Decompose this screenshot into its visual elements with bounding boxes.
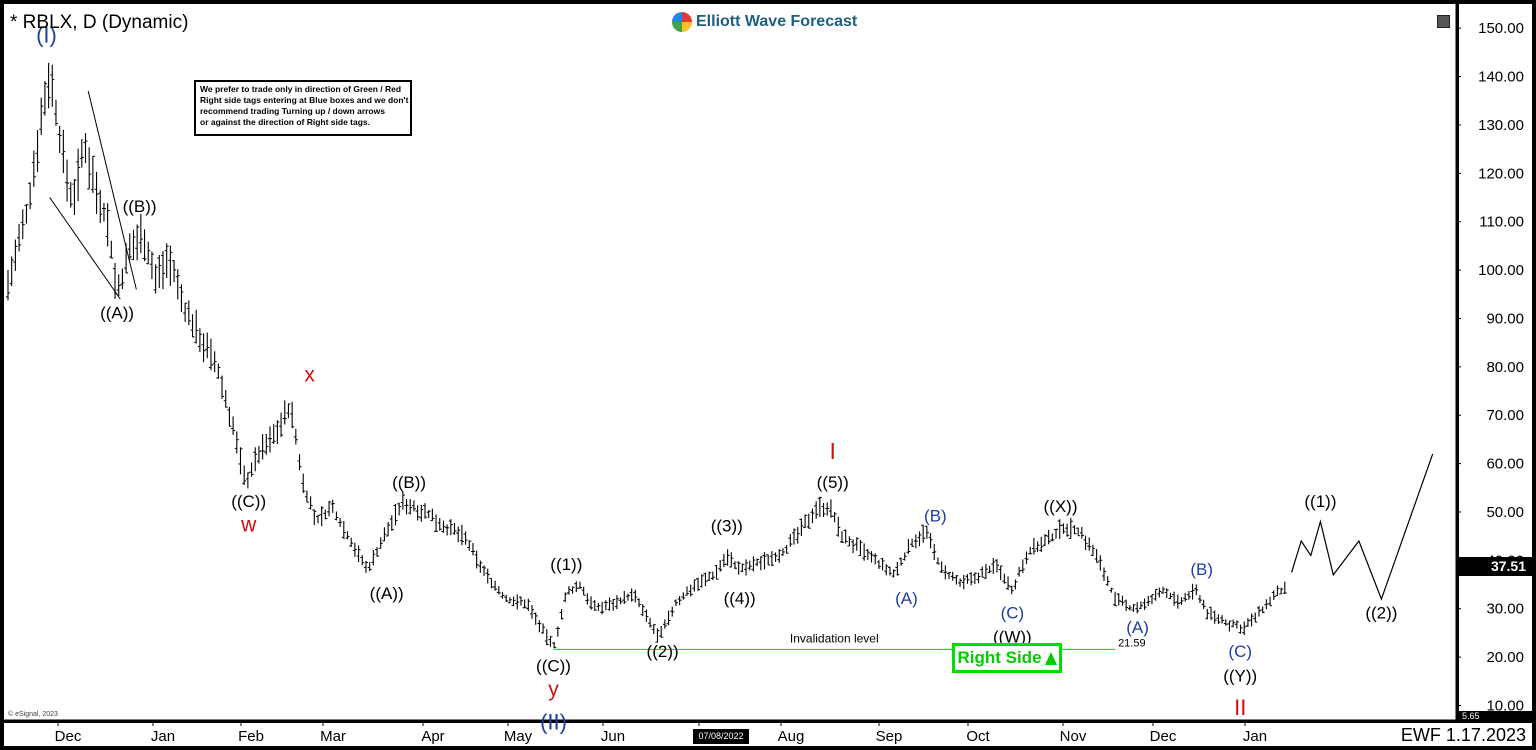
wave-label: (B) [1190,560,1213,579]
x-tick-label: Feb [238,728,264,745]
wave-label: ((1)) [550,555,582,574]
wave-label: (A) [895,589,918,608]
projection-path [1291,453,1434,601]
y-tick-label: 130.00 [1478,117,1524,134]
arrow-up-icon [1044,651,1057,665]
y-tick-label: 20.00 [1486,649,1524,666]
y-tick-label: 120.00 [1478,165,1524,182]
x-tick-label: Sep [876,728,903,745]
wave-label: w [240,513,257,536]
wave-label: (C) [1001,603,1025,622]
y-tick-label: 70.00 [1486,407,1524,424]
wave-label: ((2)) [647,642,679,661]
y-tick-label: 150.00 [1478,20,1524,37]
wedge-line [87,90,137,290]
wave-label: (I) [36,23,57,48]
wave-label: ((4)) [724,589,756,608]
brand-name: Elliott Wave Forecast [696,13,858,30]
y-tick-label: 10.00 [1486,697,1524,714]
x-tick-label: Nov [1060,728,1087,745]
y-tick-label: 60.00 [1486,456,1524,473]
y-tick-label: 110.00 [1479,214,1524,231]
wave-label: (II) [540,710,567,735]
wave-label: ((2)) [1365,603,1397,622]
wave-label: ((B)) [123,197,157,216]
wave-label: ((Y)) [1223,666,1257,685]
note-line: We prefer to trade only in direction of … [200,84,402,94]
wave-label: ((3)) [711,516,743,535]
wave-label: x [304,363,315,386]
x-tick-label: Aug [778,728,805,745]
brand-logo-icon [672,12,692,32]
x-tick-label: Dec [1150,728,1177,745]
wave-label: ((A)) [100,303,134,322]
note-line: Right side tags entering at Blue boxes a… [200,95,409,105]
time-axis-area [4,723,1532,746]
wave-label: ((C)) [536,657,571,676]
y-tick-label: 140.00 [1478,69,1524,86]
last-price-tag: 37.51 [1458,557,1532,576]
x-tick-label: Jan [1243,728,1267,745]
price-axis-area [1459,4,1532,720]
wave-label: I [829,438,835,464]
right-side-label: Right Side [957,648,1042,667]
invalidation-value: 21.59 [1118,637,1146,649]
x-tick-label: Apr [421,728,444,745]
wave-label: y [548,678,559,701]
wave-labels: (I) ((B)) ((A)) x ((C)) w ((B)) ((A)) ((1)) ((C))… [36,23,1397,735]
footer-tag: EWF 1.17.2023 [1400,725,1526,745]
note-line: or against the direction of Right side t… [200,117,371,127]
y-tick-label: 30.00 [1486,601,1524,618]
x-tick-label: Mar [320,728,346,745]
wave-label: ((5)) [817,473,849,492]
wave-label: ((1)) [1304,492,1336,511]
chart-menu-icon[interactable] [1437,15,1450,28]
wave-label: ((W)) [993,628,1032,647]
note-line: recommend trading Turning up / down arro… [200,106,385,116]
date-badge: 07/08/2022 [693,729,749,744]
wave-label: ((X)) [1044,497,1078,516]
y-tick-label: 90.00 [1486,310,1524,327]
y-axis: 150.00 140.00 130.00 120.00 110.00 100.00 90.0… [1455,4,1524,720]
wave-label: ((B)) [392,473,426,492]
wave-label: ((C)) [231,492,266,511]
x-tick-label: May [504,728,533,745]
x-tick-label: Oct [966,728,990,745]
brand: Elliott Wave Forecast [672,12,857,32]
invalidation-label: Invalidation level [790,631,879,645]
symbol-title: * RBLX, D (Dynamic) [10,12,189,33]
wedge-line [49,197,121,300]
x-tick-label: Jun [601,728,625,745]
wave-label: (B) [924,507,947,526]
right-side-tag: Right Side [952,643,1062,673]
ohlc-bars [6,62,1287,649]
axis-low-tag: 5.65 [1458,711,1532,722]
y-tick-label: 80.00 [1486,359,1524,376]
x-tick-label: Jan [151,728,175,745]
x-tick-label: Dec [55,728,82,745]
wave-label: (A) [1126,618,1149,637]
x-axis: DecJanFebMarAprMayJunJulAugSepOctNovDecJ… [4,719,1456,745]
copyright: © eSignal, 2023 [8,711,58,718]
y-tick-label: 100.00 [1478,262,1524,279]
wave-label: ((A)) [370,584,404,603]
y-tick-label: 50.00 [1486,504,1524,521]
wave-label: (C) [1228,642,1252,661]
wave-label: II [1234,695,1246,720]
trading-note: We prefer to trade only in direction of … [194,80,412,136]
